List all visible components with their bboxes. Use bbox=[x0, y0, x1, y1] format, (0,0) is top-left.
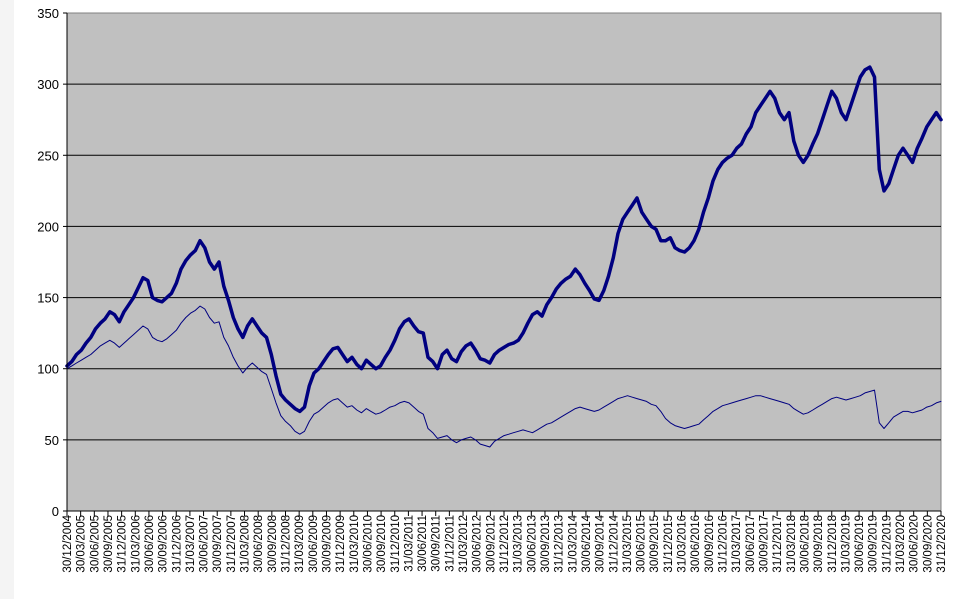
x-tick-label: 30/09/2020 bbox=[922, 515, 934, 573]
x-tick-label: 30/12/2004 bbox=[62, 514, 74, 572]
x-tick-label: 31/03/2008 bbox=[240, 515, 252, 573]
x-tick-label: 31/03/2014 bbox=[567, 514, 579, 572]
x-tick-label: 30/06/2017 bbox=[745, 515, 757, 573]
x-tick-label: 30/06/2020 bbox=[909, 515, 921, 573]
y-tick-label: 50 bbox=[45, 433, 59, 448]
x-tick-label: 30/06/2012 bbox=[472, 515, 484, 573]
x-tick-label: 30/06/2018 bbox=[799, 515, 811, 573]
x-tick-label: 30/09/2017 bbox=[758, 515, 770, 573]
x-tick-label: 31/03/2012 bbox=[458, 515, 470, 573]
x-tick-label: 30/09/2019 bbox=[868, 515, 880, 573]
x-tick-label: 31/03/2006 bbox=[130, 515, 142, 573]
x-tick-label: 30/06/2015 bbox=[636, 515, 648, 573]
x-tick-label: 30/06/2009 bbox=[308, 515, 320, 573]
x-tick-label: 31/03/2009 bbox=[294, 515, 306, 573]
x-tick-label: 30/09/2011 bbox=[431, 515, 443, 572]
x-tick-label: 30/06/2008 bbox=[253, 515, 265, 573]
x-tick-label: 31/12/2013 bbox=[554, 515, 566, 573]
x-tick-label: 30/09/2006 bbox=[158, 515, 170, 573]
x-tick-label: 31/12/2012 bbox=[499, 515, 511, 573]
x-tick-label: 31/12/2005 bbox=[117, 515, 129, 573]
left-margin-strip bbox=[0, 0, 14, 599]
x-tick-label: 30/09/2012 bbox=[485, 515, 497, 573]
x-tick-label: 30/06/2010 bbox=[362, 515, 374, 573]
y-tick-label: 0 bbox=[52, 504, 59, 519]
x-tick-label: 31/03/2015 bbox=[622, 515, 634, 573]
x-tick-label: 31/12/2007 bbox=[226, 515, 238, 573]
x-tick-label: 31/03/2020 bbox=[895, 515, 907, 573]
plot-area bbox=[66, 12, 942, 512]
y-tick-label: 100 bbox=[37, 362, 59, 377]
x-tick-label: 30/06/2006 bbox=[144, 515, 156, 573]
x-tick-label: 30/09/2018 bbox=[813, 515, 825, 573]
x-tick-label: 30/09/2016 bbox=[704, 515, 716, 573]
x-tick-label: 31/03/2018 bbox=[786, 515, 798, 573]
x-tick-label: 31/03/2007 bbox=[185, 515, 197, 573]
x-tick-label: 30/09/2007 bbox=[212, 515, 224, 573]
x-tick-label: 31/03/2011 bbox=[403, 515, 415, 572]
x-tick-label: 31/03/2013 bbox=[513, 515, 525, 573]
x-tick-label: 30/06/2016 bbox=[690, 515, 702, 573]
x-tick-label: 30/09/2010 bbox=[376, 515, 388, 573]
x-tick-label: 30/06/2014 bbox=[581, 514, 593, 572]
x-tick-label: 31/12/2020 bbox=[936, 515, 948, 573]
y-tick-label: 250 bbox=[37, 148, 59, 163]
x-tick-label: 31/12/2008 bbox=[281, 515, 293, 573]
x-tick-label: 31/03/2010 bbox=[349, 515, 361, 573]
x-tick-label: 30/09/2005 bbox=[103, 515, 115, 573]
x-tick-label: 31/12/2006 bbox=[171, 515, 183, 573]
x-tick-label: 30/09/2014 bbox=[595, 514, 607, 572]
x-tick-label: 30/06/2005 bbox=[89, 515, 101, 573]
x-tick-label: 31/12/2017 bbox=[772, 515, 784, 573]
x-tick-label: 30/06/2007 bbox=[199, 515, 211, 573]
x-tick-label: 31/12/2015 bbox=[663, 515, 675, 573]
x-tick-label: 31/12/2018 bbox=[827, 515, 839, 573]
series-line-thick bbox=[65, 65, 943, 414]
x-tick-label: 31/12/2019 bbox=[881, 515, 893, 573]
y-tick-label: 200 bbox=[37, 219, 59, 234]
x-tick-label: 30/09/2008 bbox=[267, 515, 279, 573]
x-tick-label: 31/03/2017 bbox=[731, 515, 743, 573]
x-tick-label: 30/03/2005 bbox=[76, 515, 88, 573]
x-tick-label: 31/12/2014 bbox=[608, 514, 620, 572]
x-tick-label: 31/12/2009 bbox=[335, 515, 347, 573]
x-tick-label: 30/06/2019 bbox=[854, 515, 866, 573]
y-tick-label: 150 bbox=[37, 291, 59, 306]
y-tick-label: 350 bbox=[37, 6, 59, 21]
x-tick-label: 30/09/2015 bbox=[649, 515, 661, 573]
x-tick-label: 31/12/2016 bbox=[718, 515, 730, 573]
series-line-thin bbox=[66, 305, 942, 448]
x-tick-label: 30/09/2009 bbox=[321, 515, 333, 573]
y-tick-label: 300 bbox=[37, 77, 59, 92]
x-tick-label: 31/12/2011 bbox=[444, 515, 456, 572]
x-tick-label: 30/06/2011 bbox=[417, 515, 429, 572]
x-tick-label: 31/12/2010 bbox=[390, 515, 402, 573]
x-tick-label: 30/09/2013 bbox=[540, 515, 552, 573]
x-tick-label: 31/03/2019 bbox=[840, 515, 852, 573]
x-tick-label: 30/06/2013 bbox=[526, 515, 538, 573]
x-tick-label: 31/03/2016 bbox=[677, 515, 689, 573]
